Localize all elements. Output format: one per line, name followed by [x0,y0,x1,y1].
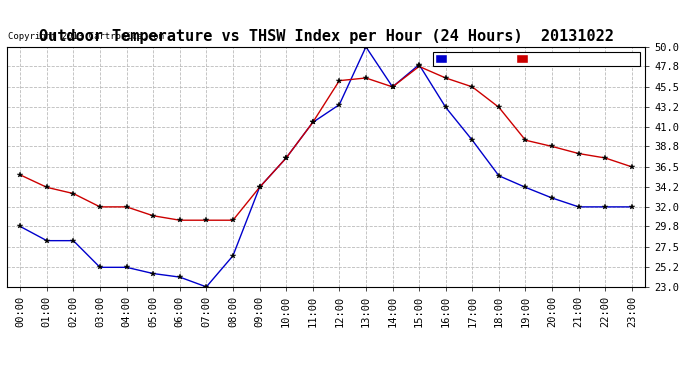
Legend: THSW  (°F), Temperature  (°F): THSW (°F), Temperature (°F) [433,52,640,66]
Title: Outdoor Temperature vs THSW Index per Hour (24 Hours)  20131022: Outdoor Temperature vs THSW Index per Ho… [39,29,613,44]
Text: Copyright 2013 Cartronics.com: Copyright 2013 Cartronics.com [8,32,164,41]
